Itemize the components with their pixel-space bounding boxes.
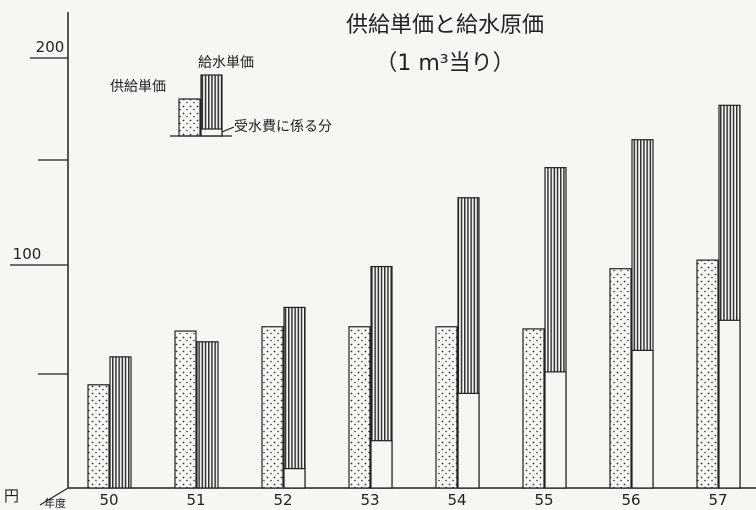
x-tick-labels: 50 51 52 53 54 55 56 57 [99, 491, 727, 509]
bar-purchase-53 [370, 440, 393, 489]
x-tick-label-57: 57 [708, 491, 727, 509]
bar-water-50 [109, 356, 132, 489]
x-tick-label-51: 51 [186, 491, 205, 509]
legend-label-water: 給水単価 [198, 55, 254, 71]
legend-pointer [221, 126, 235, 133]
legend: 給水単価 供給単価 受水費に係る分 [110, 55, 332, 137]
chart-subtitle: （1 m³当り） [375, 51, 514, 76]
bar-purchase-54 [457, 392, 480, 489]
y-unit-label: 円 [4, 487, 19, 505]
axis-corner-slash [39, 487, 69, 506]
bar-purchase-57 [718, 319, 741, 489]
x-tick-label-55: 55 [534, 491, 553, 509]
bar-supply-55 [522, 328, 545, 489]
bar-purchase-56 [631, 349, 654, 489]
legend-label-purchase: 受水費に係る分 [234, 119, 332, 135]
bar-supply-54 [435, 326, 458, 489]
bar-group [87, 104, 741, 489]
x-tick-label-56: 56 [621, 491, 640, 509]
y-tick-label-200: 200 [36, 38, 65, 56]
bar-supply-57 [696, 259, 719, 489]
bar-supply-51 [174, 330, 197, 489]
bar-supply-56 [609, 268, 632, 489]
bar-purchase-55 [544, 371, 567, 489]
x-tick-label-54: 54 [447, 491, 466, 509]
legend-label-supply: 供給単価 [110, 79, 166, 95]
y-tick-label-100: 100 [13, 245, 42, 263]
bar-supply-52 [261, 326, 284, 489]
legend-purchase-bar [200, 128, 223, 137]
bar-supply-53 [348, 326, 371, 489]
bar-supply-50 [87, 384, 110, 489]
x-tick-label-50: 50 [99, 491, 118, 509]
chart-title: 供給単価と給水原価 [346, 13, 544, 38]
x-tick-label-52: 52 [273, 491, 292, 509]
legend-water-bar [200, 74, 223, 137]
x-tick-label-53: 53 [360, 491, 379, 509]
x-unit-label: 年度 [44, 496, 66, 510]
bar-purchase-52 [283, 468, 306, 489]
bar-water-51 [196, 341, 219, 489]
legend-supply-bar [178, 98, 201, 137]
bar-water-52 [283, 306, 306, 489]
